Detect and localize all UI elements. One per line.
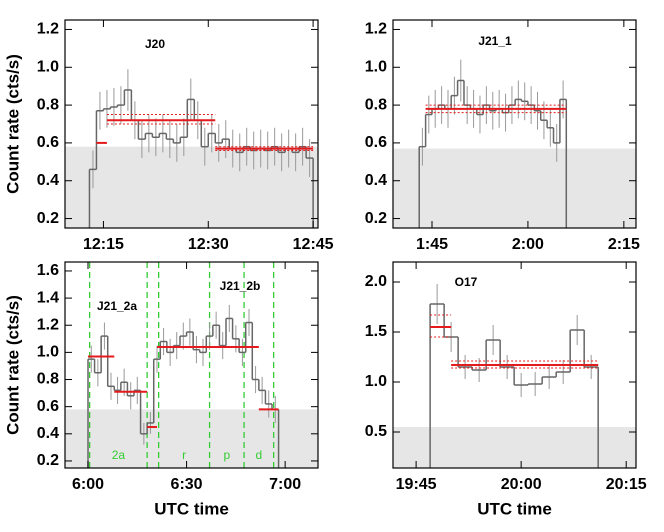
panel-label: J21_2b — [220, 279, 261, 293]
panel: 2a r p d 0.2 0.4 0.6 0.8 1.0 1.2 1.4 1.6 6:00 6:30 7:0… — [3, 261, 319, 518]
panel-label: J21_2a — [97, 299, 137, 313]
plot-area — [393, 59, 636, 228]
x-axis-title: UTC time — [477, 499, 552, 518]
y-tick-label: 0.4 — [37, 172, 59, 189]
y-axis-title: Count rate (cts/s) — [3, 295, 22, 435]
panel-label: O17 — [455, 275, 478, 289]
x-axis-title: UTC time — [154, 499, 229, 518]
x-tick-label: 12:30 — [188, 236, 229, 253]
segment-label: p — [223, 448, 230, 462]
y-tick-label: 0.2 — [37, 210, 59, 227]
y-tick-label: 1.2 — [37, 316, 59, 333]
background-level — [65, 146, 318, 228]
frame — [64, 261, 319, 469]
segment-label: d — [256, 448, 263, 462]
x-tick-label: 7:00 — [269, 476, 301, 493]
y-tick-label: 1.5 — [365, 323, 387, 340]
y-tick-label: 0.8 — [37, 96, 59, 113]
y-tick-label: 0.5 — [365, 423, 387, 440]
segment-label: 2a — [112, 448, 126, 462]
y-tick-label: 1.0 — [37, 58, 59, 75]
y-tick-label: 0.4 — [365, 172, 387, 189]
y-tick-label: 0.8 — [37, 371, 59, 388]
y-tick-label: 0.2 — [365, 210, 387, 227]
plot-area — [65, 69, 318, 228]
x-tick-label: 1:45 — [416, 236, 448, 253]
panel-label: J20 — [145, 37, 165, 51]
x-tick-label: 12:15 — [83, 236, 124, 253]
x-tick-label: 6:00 — [72, 476, 104, 493]
y-tick-label: 1.2 — [37, 21, 59, 38]
y-axis-title: Count rate (cts/s) — [3, 54, 22, 194]
y-tick-label: 1.6 — [37, 262, 59, 279]
x-tick-label: 2:15 — [608, 236, 640, 253]
y-tick-label: 0.8 — [365, 96, 387, 113]
panel-label: J21_1 — [478, 34, 512, 48]
background-level — [393, 427, 636, 468]
segment-label: r — [182, 448, 186, 462]
y-tick-label: 0.6 — [365, 134, 387, 151]
background-level — [393, 148, 636, 228]
y-tick-label: 1.2 — [365, 21, 387, 38]
y-tick-label: 0.4 — [37, 425, 59, 442]
y-tick-label: 1.0 — [37, 344, 59, 361]
frame — [392, 261, 637, 469]
y-tick-label: 1.0 — [365, 373, 387, 390]
x-tick-label: 2:00 — [512, 236, 544, 253]
x-tick-label: 19:45 — [396, 476, 437, 493]
y-tick-label: 1.4 — [37, 289, 59, 306]
panel: 0.2 0.4 0.6 0.8 1.0 1.2 1:45 2:00 2:15 J21_1 — [365, 19, 640, 253]
panel: 0.2 0.4 0.6 0.8 1.0 1.2 12:15 12:30 12:45 J20 Coun… — [3, 19, 334, 253]
y-tick-label: 0.6 — [37, 134, 59, 151]
y-tick-label: 2.0 — [365, 273, 387, 290]
x-tick-label: 20:15 — [606, 476, 647, 493]
x-tick-label: 12:45 — [293, 236, 334, 253]
y-tick-label: 1.0 — [365, 58, 387, 75]
frame — [392, 19, 637, 229]
background-level — [65, 409, 318, 468]
y-tick-label: 0.6 — [37, 398, 59, 415]
frame — [64, 19, 319, 229]
x-tick-label: 6:30 — [171, 476, 203, 493]
plot-area — [393, 284, 636, 468]
plot-area — [65, 262, 318, 468]
y-tick-label: 0.2 — [37, 452, 59, 469]
panel: 0.5 1.0 1.5 2.0 19:45 20:00 20:15 O17 UTC time — [365, 261, 647, 518]
x-tick-label: 20:00 — [501, 476, 542, 493]
